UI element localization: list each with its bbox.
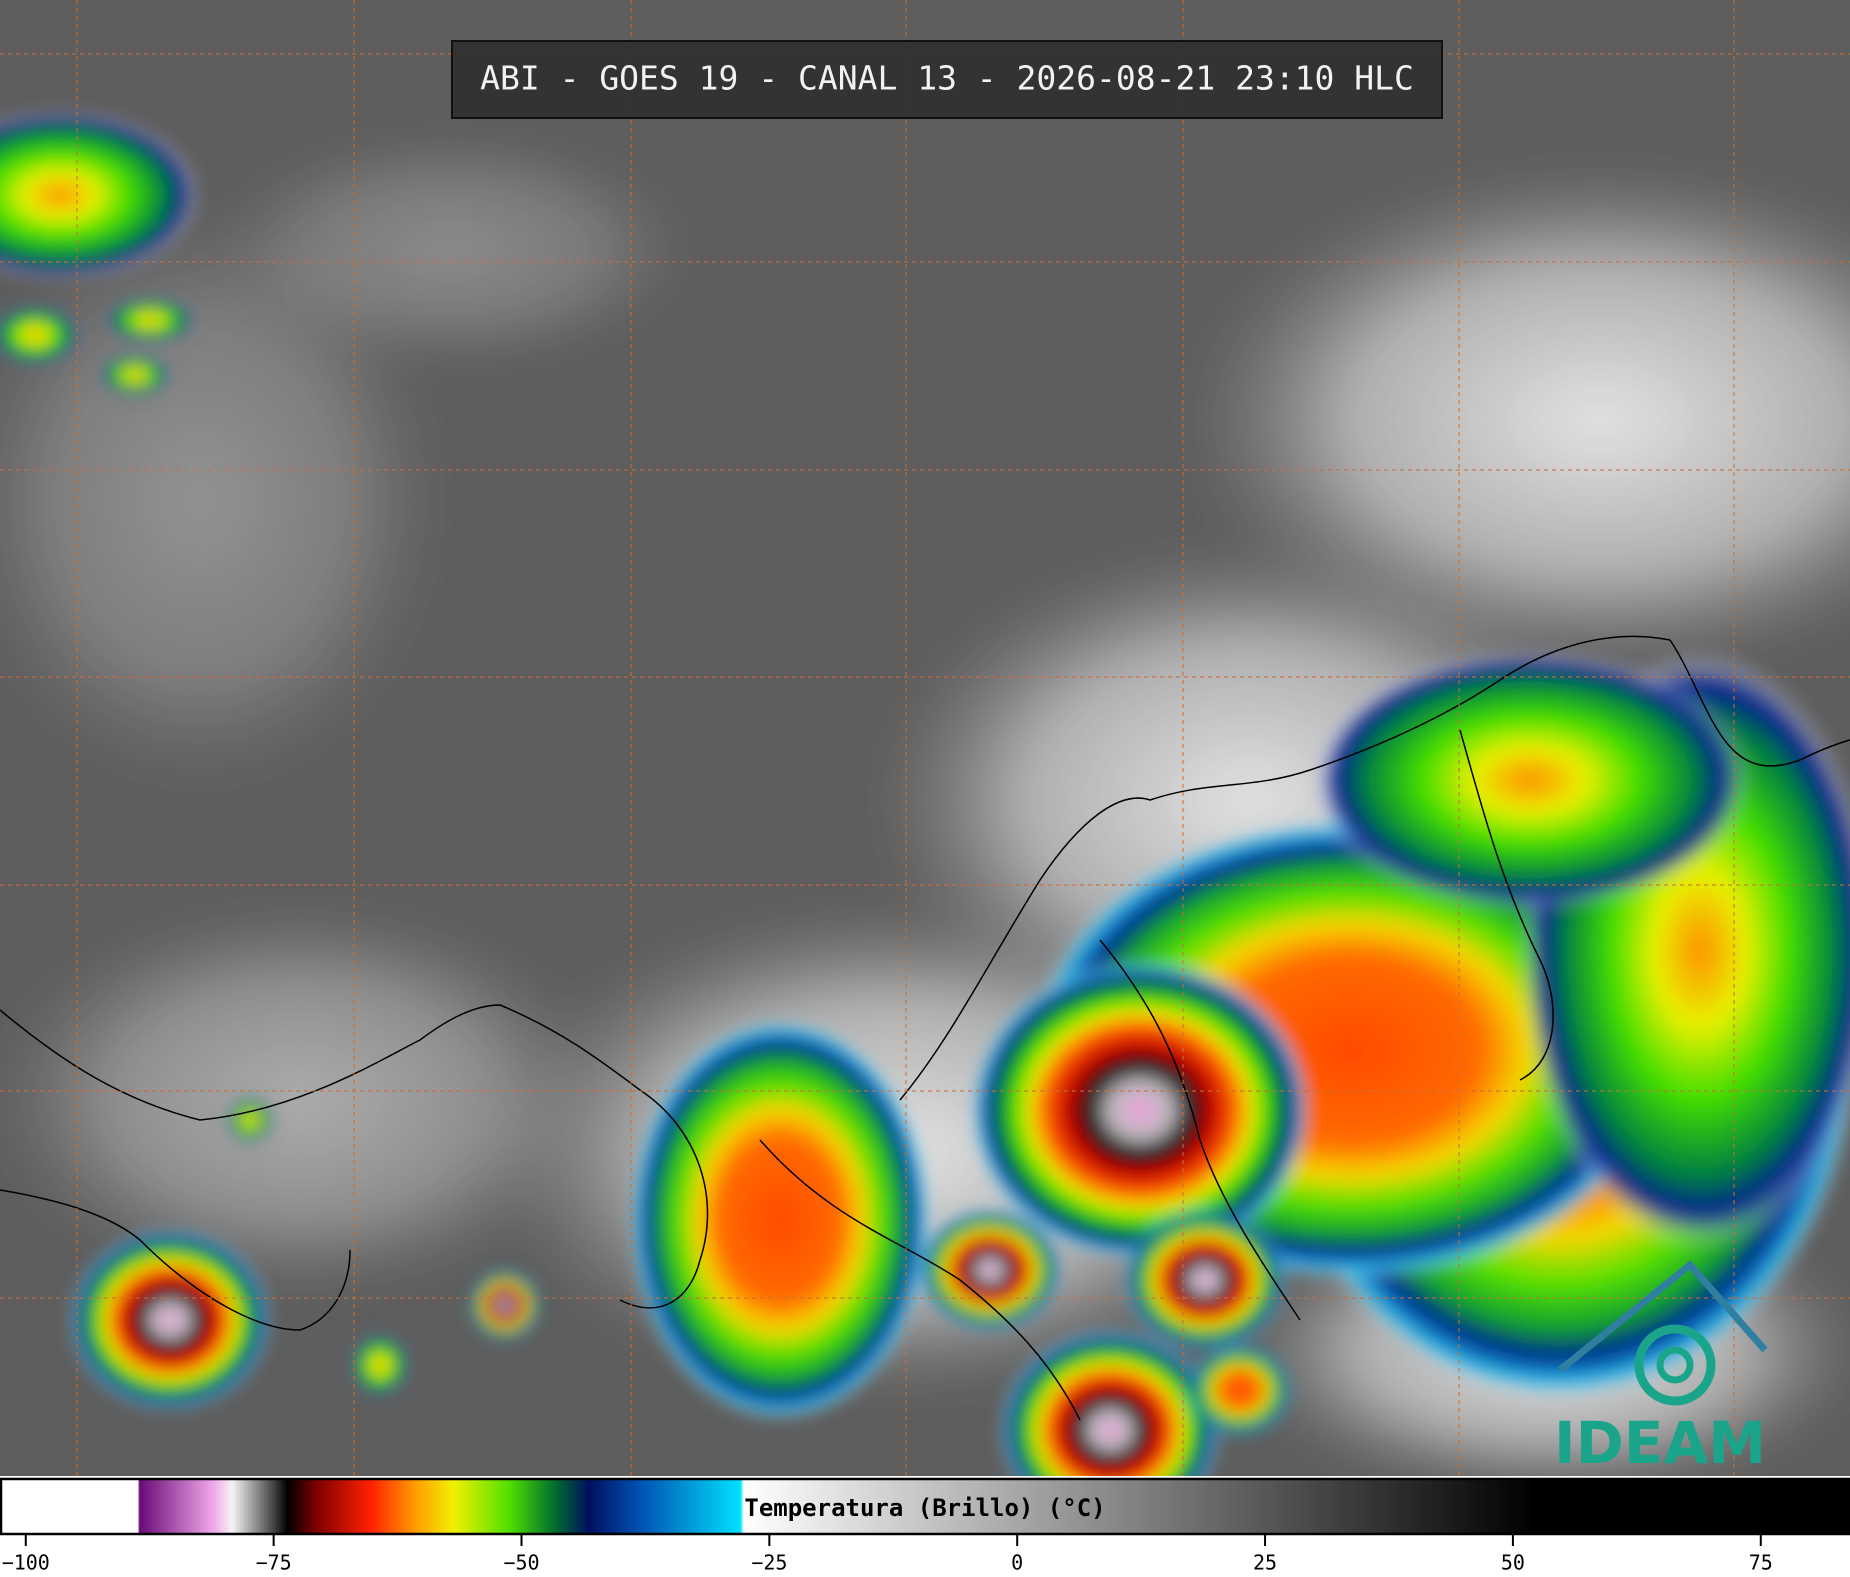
colorbar-label: Temperatura (Brillo) (°C) (744, 1494, 1105, 1522)
colorbar (0, 1477, 1850, 1536)
tick-label: 25 (1253, 1551, 1277, 1575)
tick-label: 50 (1501, 1551, 1525, 1575)
satellite-image (0, 0, 1850, 1530)
tick-label: −50 (503, 1551, 539, 1575)
title: ABI - GOES 19 - CANAL 13 - 2026-08-21 23… (480, 59, 1414, 98)
tick-label: 75 (1749, 1551, 1773, 1575)
title-box (451, 40, 1443, 119)
coastlines (0, 635, 1850, 1421)
colorbar-ticks: −100 −75 −50 −25 0 25 50 75 (2, 1534, 1773, 1575)
tick-label: −75 (256, 1551, 292, 1575)
tick-label: 0 (1011, 1551, 1023, 1575)
logo-text: IDEAM (1554, 1409, 1766, 1477)
logo: IDEAM (1554, 1260, 1768, 1477)
tick-label: −100 (2, 1551, 50, 1575)
tick-label: −25 (751, 1551, 787, 1575)
graticule (0, 0, 1850, 1476)
